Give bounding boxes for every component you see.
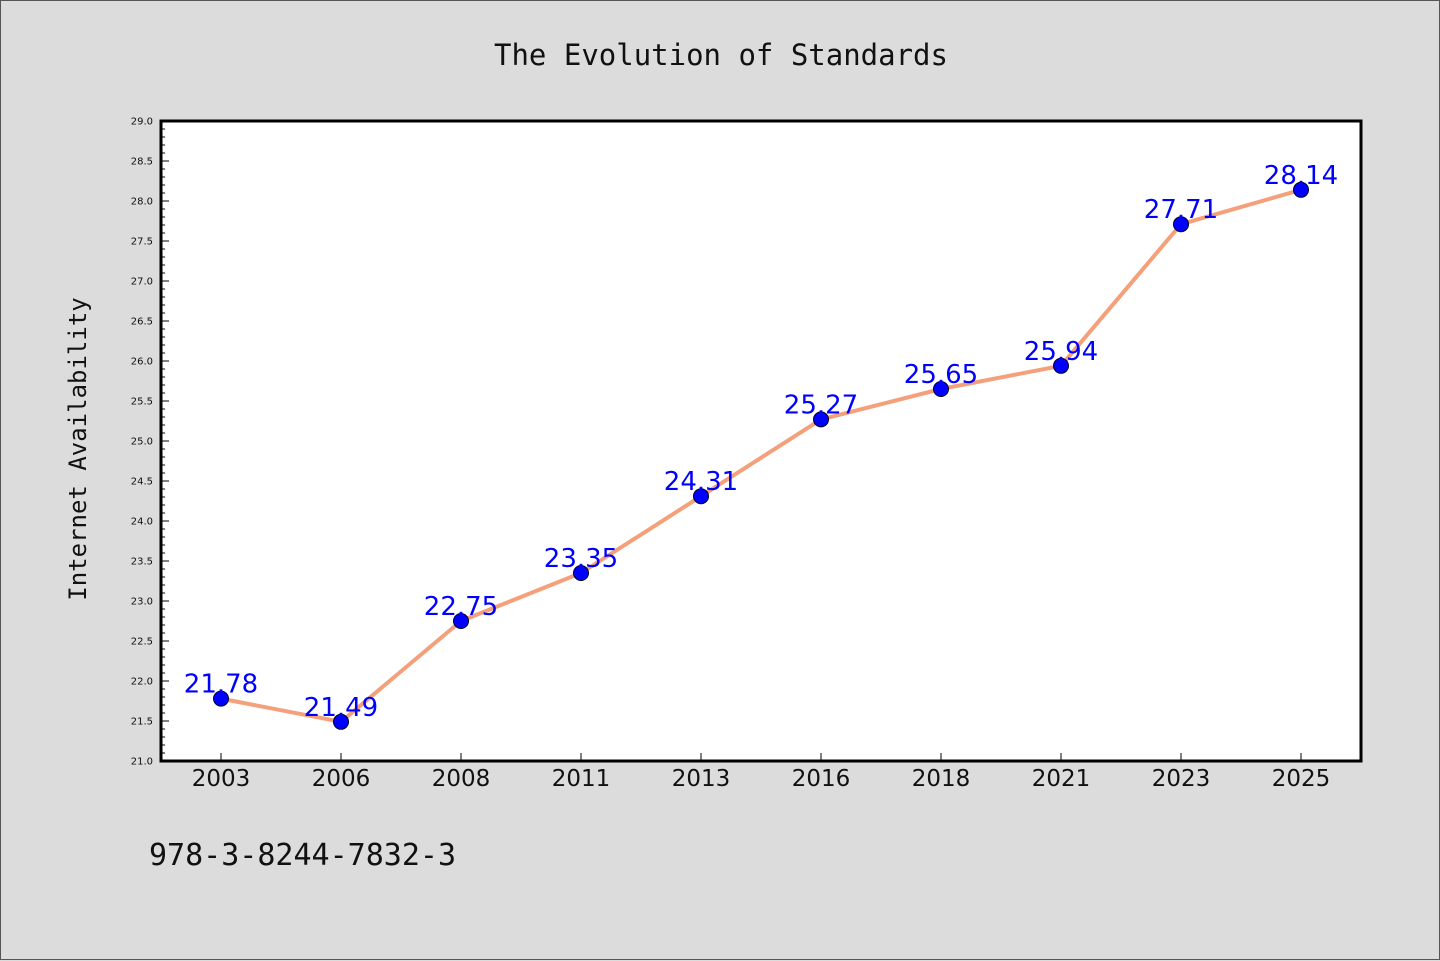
y-tick-label: 24.5 xyxy=(131,477,153,488)
data-point-marker xyxy=(1173,216,1189,233)
data-label: 22.75 xyxy=(424,592,498,622)
data-label: 24.31 xyxy=(664,467,738,497)
y-tick-label: 21.0 xyxy=(131,757,153,768)
y-tick-label: 21.5 xyxy=(131,717,153,728)
y-tick-label: 23.0 xyxy=(131,597,153,608)
x-tick-label: 2013 xyxy=(672,766,731,792)
data-labels-group: 21.78 21.49 22.75 23.35 24.31 25.27 25.65 25.94… xyxy=(184,161,1338,723)
data-point-marker xyxy=(453,613,469,629)
y-tick-label: 26.5 xyxy=(131,317,153,328)
data-point-marker xyxy=(1293,181,1309,198)
data-point-marker xyxy=(693,488,709,505)
x-tick-label: 2025 xyxy=(1272,766,1331,792)
x-tick-label: 2023 xyxy=(1152,766,1211,792)
series-line-group xyxy=(213,181,1309,730)
data-point-marker xyxy=(933,381,949,397)
data-point-marker xyxy=(213,690,229,707)
y-tick-label: 24.0 xyxy=(131,517,153,528)
data-label: 25.94 xyxy=(1024,337,1098,367)
y-axis: 21.0 21.5 22.0 22.5 23.0 23.5 24.0 24.5 25.0 25.5… xyxy=(131,117,169,768)
data-label: 28.14 xyxy=(1264,161,1338,191)
y-tick-label: 22.0 xyxy=(131,677,153,688)
x-tick-label: 2008 xyxy=(432,766,491,792)
plot-area xyxy=(159,119,1363,763)
y-tick-label: 28.0 xyxy=(131,197,153,208)
data-label: 27.71 xyxy=(1144,195,1218,225)
data-point-marker xyxy=(573,565,589,581)
data-label: 25.65 xyxy=(904,360,978,390)
data-point-marker xyxy=(813,411,829,428)
data-label: 23.35 xyxy=(544,544,618,574)
x-tick-label: 2016 xyxy=(792,766,851,792)
y-tick-label: 25.5 xyxy=(131,397,153,408)
y-tick-label: 22.5 xyxy=(131,637,153,648)
y-axis-label: Internet Availability xyxy=(64,297,92,600)
data-label: 25.27 xyxy=(784,390,858,420)
y-tick-label: 25.0 xyxy=(131,437,153,448)
data-point-marker xyxy=(1053,357,1069,374)
data-label: 21.49 xyxy=(304,693,378,723)
x-tick-label: 2011 xyxy=(552,766,611,792)
x-axis: 2003 2006 2008 2011 2013 2016 2018 2021 2023 2025 xyxy=(192,753,1331,792)
isbn-text: 978-3-8244-7832-3 xyxy=(149,838,456,873)
x-tick-label: 2003 xyxy=(192,766,251,792)
data-label: 21.78 xyxy=(184,670,258,700)
data-point-marker xyxy=(333,713,349,730)
y-tick-label: 26.0 xyxy=(131,357,153,368)
series-line xyxy=(219,187,1303,724)
y-tick-label: 28.5 xyxy=(131,157,153,168)
x-tick-label: 2021 xyxy=(1032,766,1091,792)
y-tick-label: 27.5 xyxy=(131,237,153,248)
x-tick-label: 2006 xyxy=(312,766,371,792)
x-tick-label: 2018 xyxy=(912,766,971,792)
y-tick-label: 29.0 xyxy=(131,117,153,128)
chart-title: The Evolution of Standards xyxy=(494,38,948,72)
y-tick-label: 27.0 xyxy=(131,277,153,288)
y-tick-label: 23.5 xyxy=(131,557,153,568)
